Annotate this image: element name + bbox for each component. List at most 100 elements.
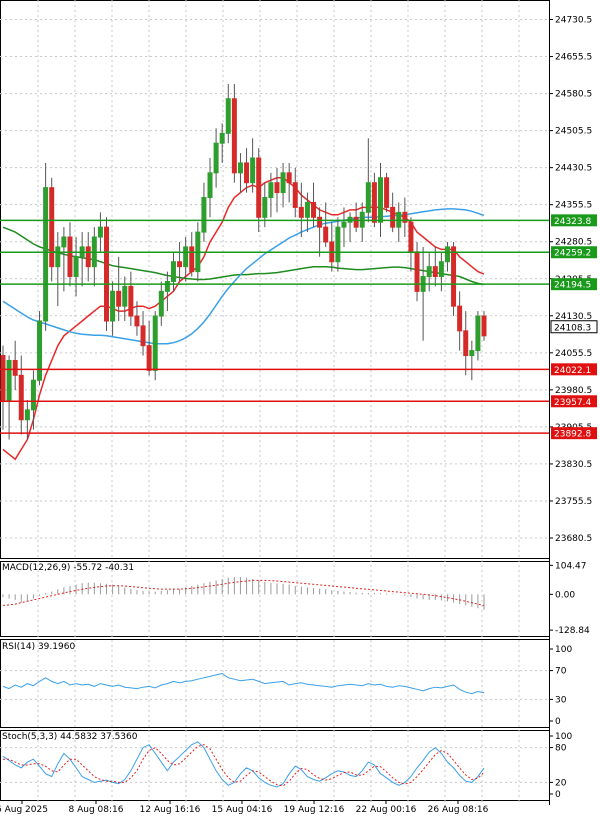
rsi-indicator-label: RSI(14) 39.1960	[2, 642, 76, 652]
candle-body	[97, 226, 103, 238]
level-price-label: 24259.2	[554, 249, 591, 259]
x-tick-label: 22 Aug 00:16	[356, 805, 417, 815]
y-tick-label: 24430.5	[555, 164, 592, 174]
y-tick-label: 24055.5	[555, 349, 592, 359]
candle-body	[183, 246, 189, 268]
level-price-label: 23957.4	[554, 398, 591, 408]
candle-body	[73, 256, 79, 278]
macd-signal-line	[2, 579, 485, 606]
candle-body	[146, 345, 152, 371]
candle-body	[384, 177, 390, 208]
x-tick-label: 12 Aug 16:16	[140, 805, 201, 815]
candle-body	[444, 246, 450, 263]
level-price-label: 24022.1	[554, 366, 591, 376]
candle-body	[298, 206, 304, 218]
candle-body	[24, 409, 30, 421]
level-price-label: 23892.8	[554, 430, 591, 440]
pane-frame-macd	[0, 561, 550, 637]
candle-body	[158, 290, 164, 317]
candle-body	[402, 211, 408, 223]
candle-body	[0, 355, 6, 401]
candle-body	[365, 182, 371, 213]
candle-body	[207, 172, 213, 199]
y-tick-label: 24655.5	[555, 53, 592, 63]
y-tick-label: 23755.5	[555, 497, 592, 507]
pane-frame-rsi	[0, 639, 550, 728]
candle-body	[463, 330, 469, 357]
rsi-line	[2, 672, 485, 695]
candle-body	[457, 305, 463, 332]
candle-body	[85, 246, 91, 268]
candle-body	[268, 182, 274, 199]
y-tick-label: 24280.5	[555, 238, 592, 248]
candle-body	[341, 221, 347, 228]
candle-body	[128, 285, 134, 317]
y-tick-label: 24730.5	[555, 16, 592, 26]
candle-body	[323, 226, 329, 243]
candle-body	[30, 379, 36, 411]
x-tick-label: 6 Aug 2025	[0, 805, 48, 815]
candle-body	[371, 182, 377, 223]
macd-y-tick-label: -128.84	[555, 626, 590, 636]
macd-indicator-label: MACD(12,26,9) -55.72 -40.31	[2, 563, 135, 573]
stoch-k-line	[2, 741, 485, 788]
y-tick-label: 23680.5	[555, 534, 592, 544]
candle-body	[140, 325, 146, 347]
y-tick-label: 24355.5	[555, 201, 592, 211]
level-price-badge	[551, 395, 597, 408]
candle-body	[67, 236, 73, 278]
candle-body	[438, 261, 444, 278]
candle-body	[164, 280, 170, 292]
candle-body	[292, 182, 298, 208]
candle-body	[426, 266, 432, 278]
candle-body	[414, 251, 420, 292]
level-price-badge	[551, 363, 597, 376]
stoch-d-line	[3, 744, 485, 787]
candle-body	[377, 177, 383, 223]
macd-y-tick-label: 0.00	[555, 590, 575, 600]
y-tick-label: 24505.5	[555, 127, 592, 137]
candle-body	[469, 350, 475, 357]
candle-body	[189, 246, 195, 273]
candle-body	[49, 187, 55, 268]
x-tick-label: 19 Aug 12:16	[284, 805, 345, 815]
level-price-badge	[551, 278, 597, 291]
candle-body	[262, 197, 268, 218]
macd-y-tick-label: 104.47	[555, 561, 587, 571]
candle-body	[225, 98, 231, 134]
stoch-y-tick-label: 80	[555, 744, 567, 754]
candle-body	[304, 201, 310, 218]
candle-body	[177, 261, 183, 268]
candle-body	[286, 172, 292, 184]
candle-body	[61, 236, 67, 248]
candle-body	[408, 221, 414, 253]
level-price-badge	[551, 246, 597, 259]
candle-body	[152, 315, 158, 371]
x-tick-label: 15 Aug 04:16	[212, 805, 273, 815]
candle-body	[390, 206, 396, 228]
candle-body	[170, 261, 176, 282]
candle-body	[274, 182, 280, 194]
candle-body	[475, 315, 481, 352]
candle-body	[317, 216, 323, 228]
candle-body	[451, 246, 457, 307]
stoch-indicator-label: Stoch(5,3,3) 44.5832 37.5360	[2, 732, 138, 742]
rsi-y-tick-label: 0	[555, 717, 561, 727]
rsi-y-tick-label: 100	[555, 645, 572, 655]
candle-body	[37, 320, 43, 381]
stoch-y-tick-label: 0	[555, 790, 561, 800]
candle-body	[432, 266, 438, 278]
y-tick-label: 23830.5	[555, 460, 592, 470]
stoch-y-tick-label: 20	[555, 778, 567, 788]
rsi-y-tick-label: 30	[555, 695, 567, 705]
moving-average-line-2	[2, 226, 485, 286]
candle-body	[122, 285, 128, 307]
candle-body	[12, 359, 18, 376]
current-price-badge	[550, 320, 598, 334]
candle-body	[104, 226, 110, 322]
candle-body	[280, 172, 286, 194]
candle-body	[201, 197, 207, 233]
candle-body	[219, 132, 225, 144]
y-tick-label: 24130.5	[555, 312, 592, 322]
